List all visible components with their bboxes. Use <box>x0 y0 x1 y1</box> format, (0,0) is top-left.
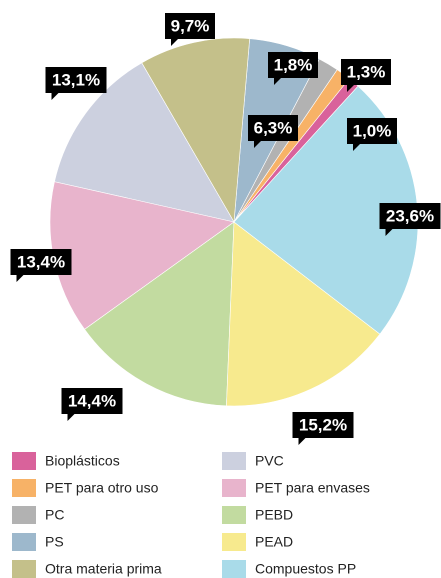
legend-swatch <box>222 533 246 551</box>
legend-label: PEBD <box>255 507 293 523</box>
label-box <box>292 412 354 438</box>
legend-label: PET para otro uso <box>45 480 159 496</box>
label-box <box>347 118 397 144</box>
legend-label: PC <box>45 507 64 523</box>
legend-label: Compuestos PP <box>255 561 356 577</box>
legend-label: Otra materia prima <box>45 561 162 577</box>
label-box <box>10 249 72 275</box>
data-label: 13,4% <box>17 252 65 271</box>
data-label: 23,6% <box>386 206 434 225</box>
legend-label: PEAD <box>255 534 293 550</box>
legend-swatch <box>12 506 36 524</box>
pie-slice <box>84 221 235 407</box>
legend-swatch <box>222 506 246 524</box>
legend-label: PS <box>45 534 64 550</box>
label-box <box>379 203 441 229</box>
legend-swatch <box>12 560 36 578</box>
legend-label: PET para envases <box>255 480 370 496</box>
legend-swatch <box>222 560 246 578</box>
legend-swatch <box>12 452 36 470</box>
pie-slice <box>226 221 381 407</box>
label-box <box>61 388 123 414</box>
label-box <box>45 67 107 93</box>
label-box <box>268 52 318 78</box>
pie-slice <box>54 62 235 223</box>
data-label: 1,0% <box>353 121 392 140</box>
data-label: 13,1% <box>52 70 100 89</box>
label-box <box>248 115 298 141</box>
legend-label: PVC <box>255 453 284 469</box>
legend-swatch <box>12 479 36 497</box>
data-label: 9,7% <box>171 16 210 35</box>
legend-label: Bioplásticos <box>45 453 120 469</box>
data-label: 1,3% <box>347 62 386 81</box>
data-label: 15,2% <box>299 415 347 434</box>
pie-slice <box>141 37 250 223</box>
data-label: 6,3% <box>254 118 293 137</box>
label-box <box>341 59 391 85</box>
legend-swatch <box>222 452 246 470</box>
label-box <box>165 13 215 39</box>
legend-swatch <box>222 479 246 497</box>
data-label: 1,8% <box>274 55 313 74</box>
data-label: 14,4% <box>68 391 116 410</box>
legend-swatch <box>12 533 36 551</box>
